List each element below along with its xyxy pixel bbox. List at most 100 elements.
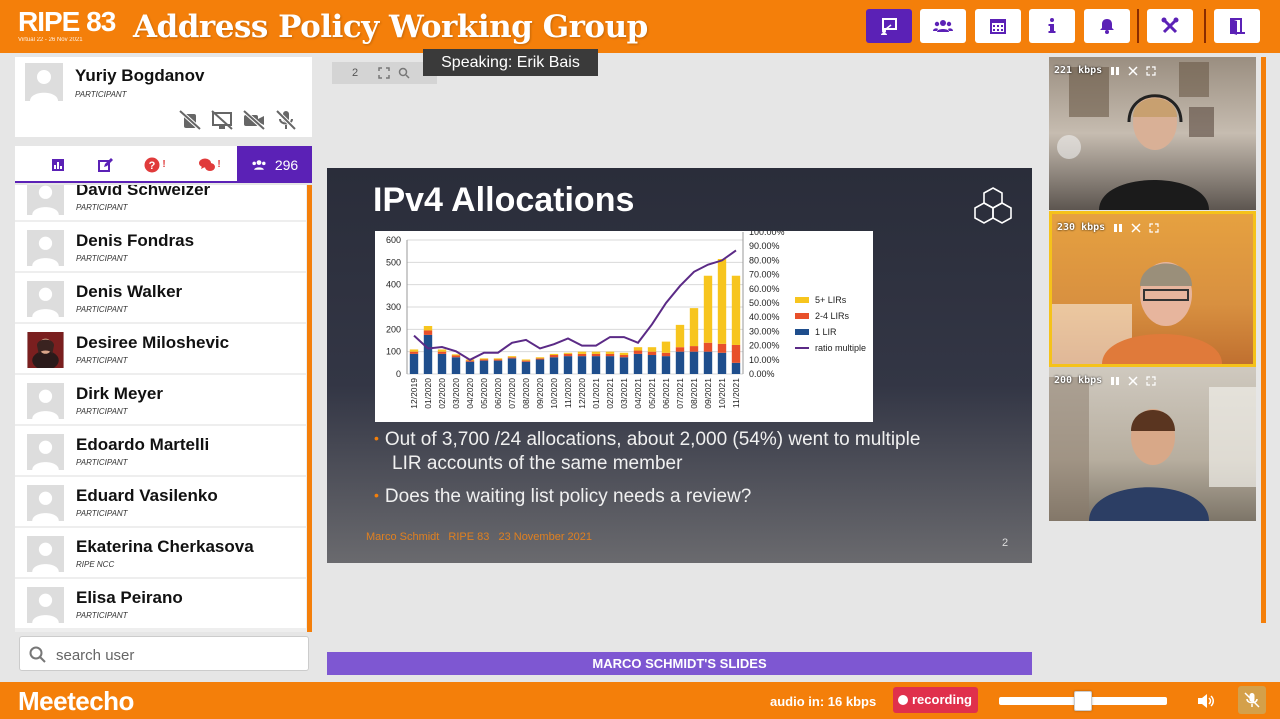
- logo-text: RIPE 83: [18, 6, 116, 37]
- users-icon: [252, 159, 266, 170]
- x-tick-label: 12/2019: [409, 378, 419, 409]
- bar-segment: [633, 350, 643, 354]
- footer-bar: Meetecho audio in: 16 kbps recording: [0, 682, 1280, 719]
- volume-slider-handle[interactable]: [1074, 691, 1092, 711]
- agenda-button[interactable]: [975, 9, 1021, 43]
- bar-segment: [521, 361, 531, 374]
- bar-segment: [563, 356, 573, 374]
- bar-segment: [661, 356, 671, 374]
- info-icon: [1048, 18, 1056, 33]
- list-item[interactable]: Desiree Miloshevic PARTICIPANT: [15, 324, 306, 373]
- x-tick-label: 12/2020: [577, 378, 587, 409]
- list-item[interactable]: Ekaterina Cherkasova RIPE NCC: [15, 528, 306, 577]
- avatar: [27, 485, 64, 521]
- participant-name: Denis Walker: [76, 282, 183, 301]
- default-avatar-icon: [27, 230, 64, 266]
- volume-slider[interactable]: [999, 691, 1167, 711]
- default-avatar-icon: [27, 281, 64, 317]
- list-item[interactable]: Edoardo Martelli PARTICIPANT: [15, 426, 306, 475]
- search-user-field: [19, 636, 309, 671]
- x-tick-label: 06/2020: [493, 378, 503, 409]
- list-item[interactable]: David Schweizer PARTICIPANT: [15, 185, 306, 220]
- default-avatar-icon: [27, 485, 64, 521]
- expand-icon[interactable]: [1128, 375, 1138, 386]
- list-item[interactable]: Denis Walker PARTICIPANT: [15, 273, 306, 322]
- x-tick-label: 08/2020: [521, 378, 531, 409]
- slides-owner-label: MARCO SCHMIDT'S SLIDES: [327, 652, 1032, 675]
- fullscreen-icon[interactable]: [1146, 375, 1156, 386]
- x-tick-label: 04/2021: [633, 378, 643, 409]
- fullscreen-icon[interactable]: [1149, 222, 1159, 233]
- avatar: [27, 434, 64, 470]
- volume-icon[interactable]: [1196, 691, 1216, 711]
- expand-icon[interactable]: [1131, 222, 1141, 233]
- bar-segment: [703, 351, 713, 374]
- screenshare-off-icon[interactable]: [210, 109, 234, 131]
- x-tick-label: 09/2020: [535, 378, 545, 409]
- fullscreen-icon[interactable]: [378, 67, 390, 79]
- hand-off-icon[interactable]: [178, 109, 202, 131]
- video-stats: 200 kbps: [1054, 375, 1156, 386]
- tab-notes[interactable]: [87, 146, 123, 183]
- mic-off-icon[interactable]: [274, 109, 298, 131]
- slide-event: RIPE 83: [448, 531, 490, 543]
- x-tick-label: 11/2021: [731, 378, 741, 408]
- video-feed[interactable]: 200 kbps: [1049, 367, 1256, 521]
- pause-icon[interactable]: [1110, 376, 1120, 386]
- pause-icon[interactable]: [1110, 66, 1120, 76]
- search-input[interactable]: [56, 644, 296, 666]
- tab-chat[interactable]: !: [190, 146, 230, 183]
- bar-segment: [507, 358, 517, 374]
- bar-segment: [647, 355, 657, 374]
- microphone-button[interactable]: [1238, 686, 1266, 714]
- header-bar: RIPE 83 Virtual 22 - 26 Nov 2021 Address…: [0, 0, 1280, 53]
- bar-segment: [591, 351, 601, 354]
- video-feed-active-speaker[interactable]: 230 kbps: [1049, 211, 1256, 367]
- tab-polls[interactable]: [40, 146, 76, 183]
- list-item[interactable]: Denis Fondras PARTICIPANT: [15, 222, 306, 271]
- expand-icon[interactable]: [1128, 65, 1138, 76]
- edit-icon: [98, 157, 113, 172]
- zoom-icon[interactable]: [398, 67, 410, 79]
- bar-segment: [717, 258, 727, 344]
- camera-off-icon[interactable]: [242, 109, 266, 131]
- participant-list-scrollbar[interactable]: [307, 185, 312, 632]
- video-bitrate: 230 kbps: [1057, 222, 1106, 233]
- list-item[interactable]: Elisa Peirano PARTICIPANT: [15, 579, 306, 628]
- bar-segment: [731, 275, 741, 345]
- bar-segment: [731, 362, 741, 374]
- slide-bullet: • Out of 3,700 /24 allocations, about 2,0…: [374, 428, 974, 476]
- fullscreen-icon[interactable]: [1146, 65, 1156, 76]
- participant-name: Elisa Peirano: [76, 588, 183, 607]
- bar-segment: [507, 357, 517, 359]
- tab-participants[interactable]: 296: [237, 146, 312, 183]
- bullet-text-continued: LIR accounts of the same member: [392, 453, 683, 474]
- questions-alert: !: [162, 159, 166, 170]
- bar-segment: [731, 344, 741, 363]
- exit-button[interactable]: [1214, 9, 1260, 43]
- presentation-icon: [881, 18, 897, 35]
- bar-segment: [675, 351, 685, 374]
- bar-segment: [577, 356, 587, 374]
- list-item[interactable]: Dirk Meyer PARTICIPANT: [15, 375, 306, 424]
- pause-icon[interactable]: [1113, 223, 1123, 233]
- participants-count: 296: [274, 156, 299, 173]
- webcam-image: [1057, 62, 1214, 210]
- chat-icon: [199, 158, 216, 171]
- video-list-scrollbar[interactable]: [1261, 57, 1266, 623]
- y-tick-label: 200: [386, 324, 401, 334]
- notifications-button[interactable]: [1084, 9, 1130, 43]
- x-tick-label: 03/2021: [619, 378, 629, 409]
- list-item[interactable]: Eduard Vasilenko PARTICIPANT: [15, 477, 306, 526]
- tab-questions[interactable]: ? !: [135, 146, 175, 183]
- bar-segment: [633, 347, 643, 351]
- slides-button[interactable]: [866, 9, 912, 43]
- question-icon: ?: [144, 157, 160, 172]
- info-button[interactable]: [1029, 9, 1075, 43]
- participants-button[interactable]: [920, 9, 966, 43]
- bar-segment: [409, 349, 419, 352]
- y2-tick-label: 80.00%: [749, 255, 780, 265]
- settings-button[interactable]: [1147, 9, 1193, 43]
- bar-segment: [577, 353, 587, 357]
- video-feed[interactable]: 221 kbps: [1049, 57, 1256, 210]
